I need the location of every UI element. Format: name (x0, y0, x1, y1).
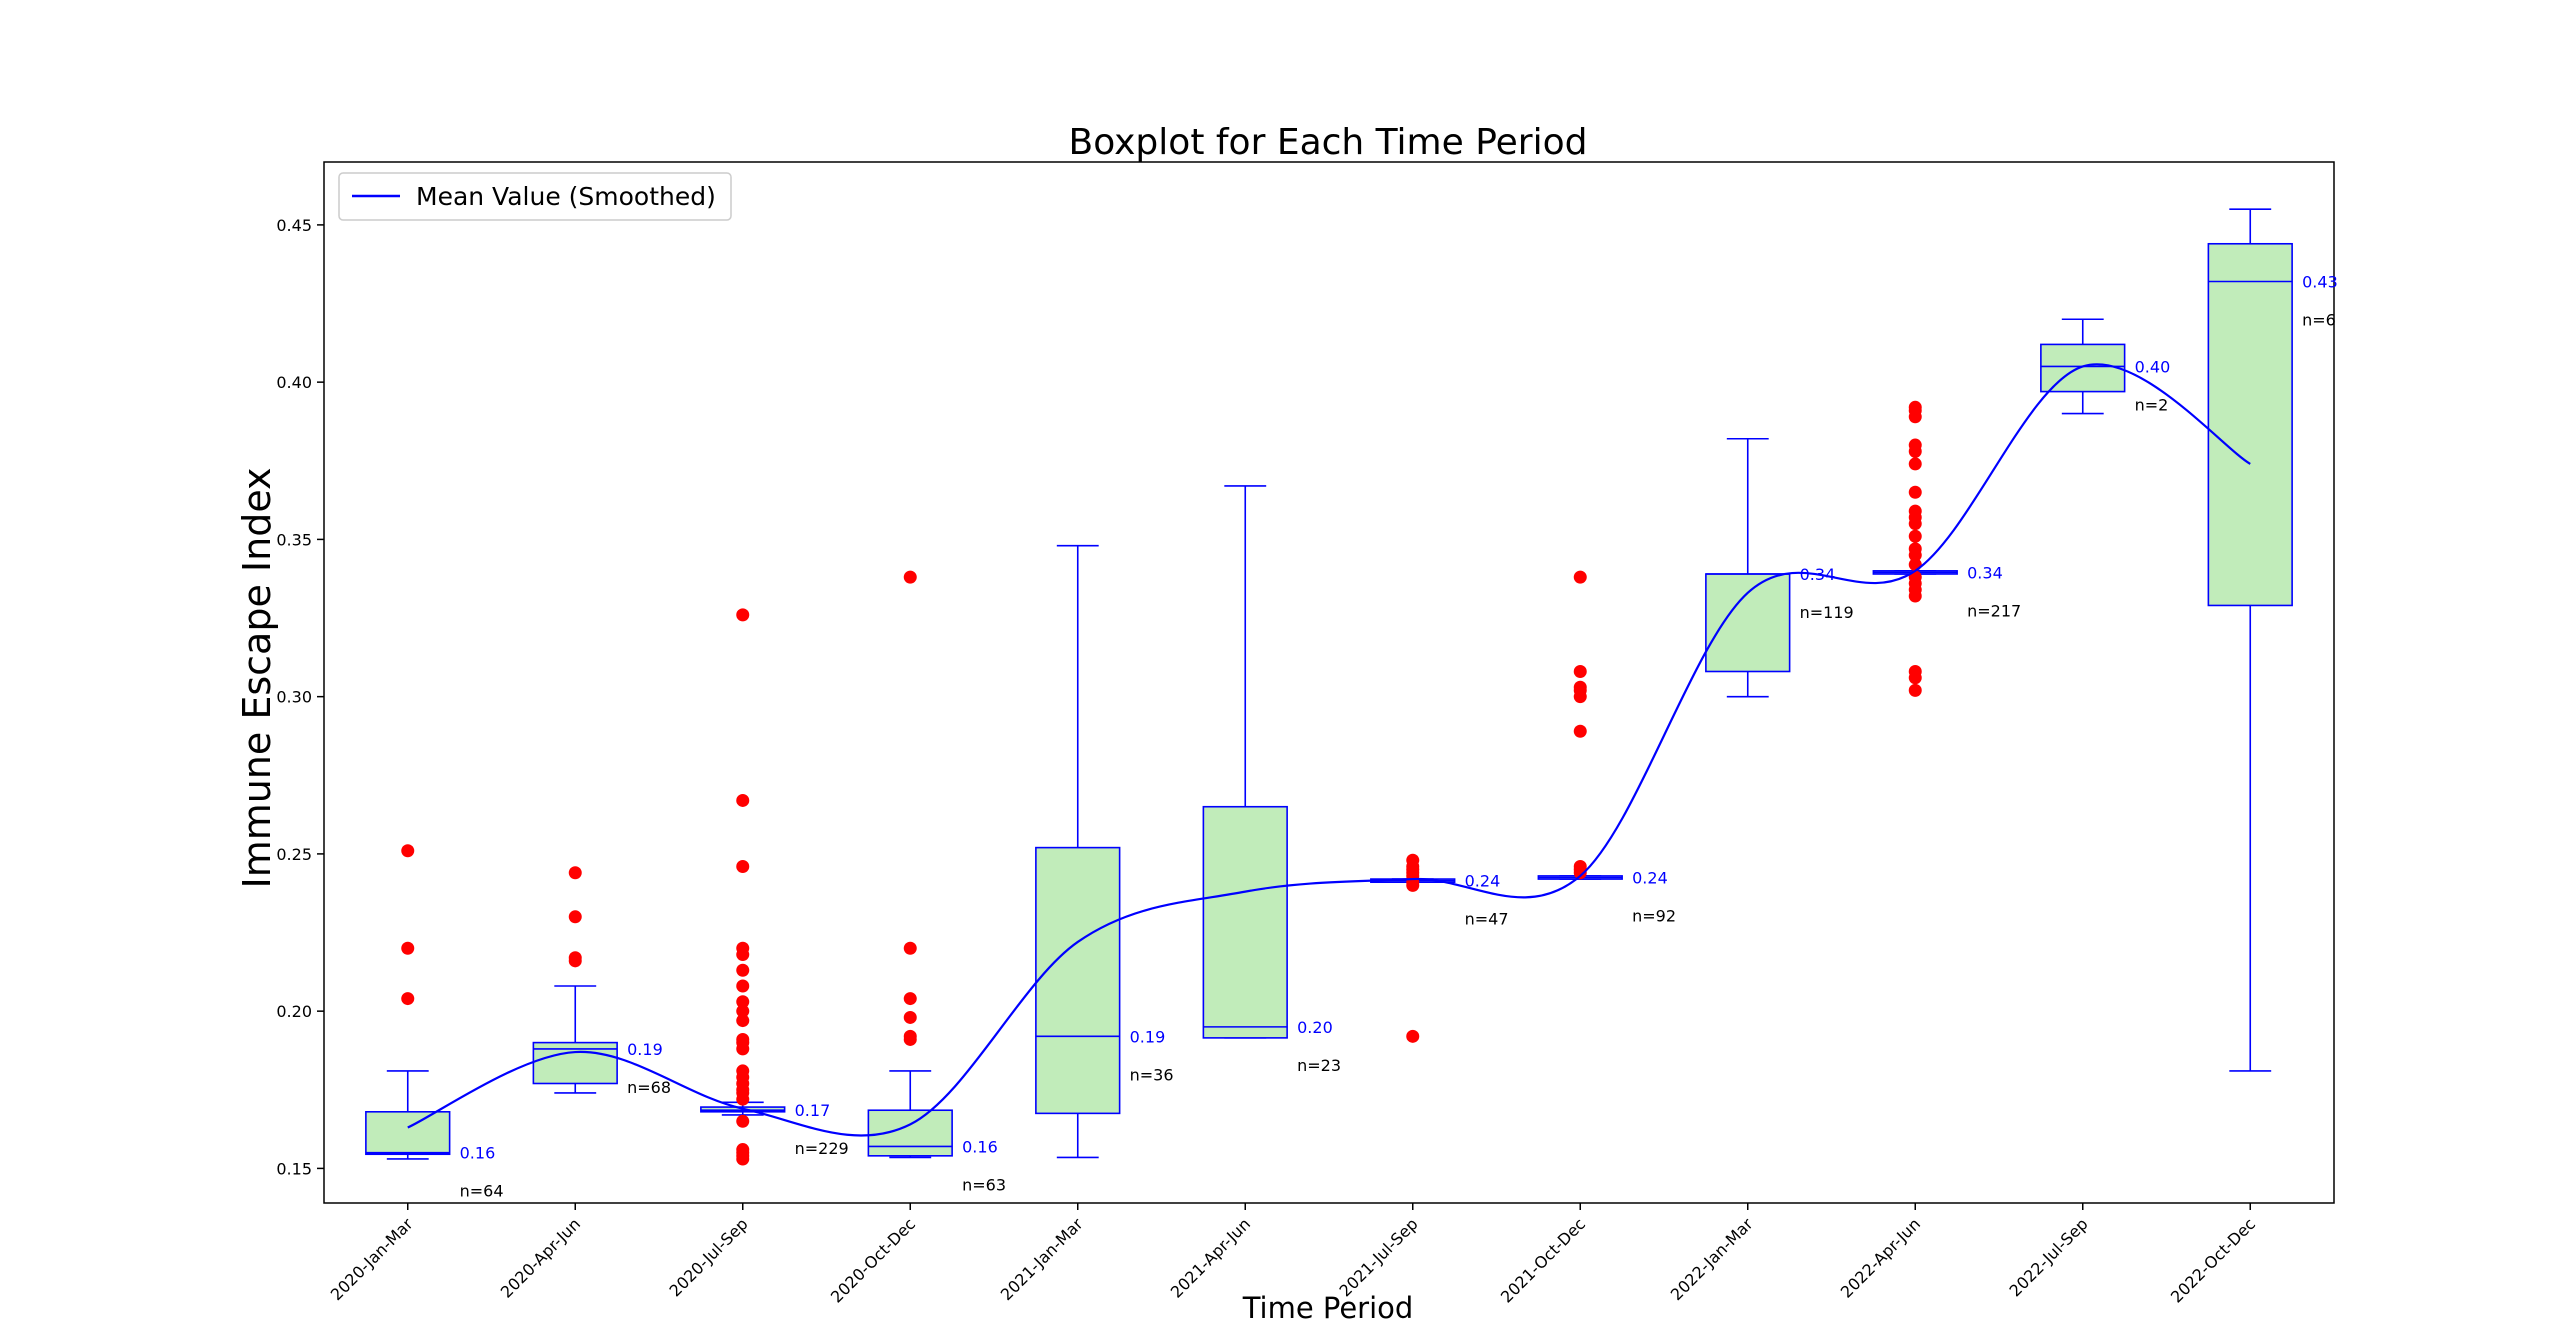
outlier-point (1908, 400, 1922, 414)
x-axis-label: Time Period (1242, 1291, 1414, 1325)
outlier-point (903, 941, 917, 955)
box (365, 1110, 451, 1156)
outlier-point (736, 793, 750, 807)
count-annotation: n=36 (1130, 1065, 1174, 1084)
y-tick-label: 0.45 (276, 216, 312, 235)
outlier-point (401, 844, 415, 858)
mean-annotation: 0.24 (1632, 868, 1668, 887)
outlier-point (1573, 724, 1587, 738)
mean-smoothed-line (407, 363, 2251, 1137)
count-annotation: n=47 (1465, 910, 1509, 929)
x-tick-label: 2021-Apr-Jun (1167, 1214, 1254, 1301)
outlier-point (736, 1004, 750, 1018)
outlier-point (1573, 680, 1587, 694)
outlier-point (903, 570, 917, 584)
count-annotation: n=64 (460, 1182, 504, 1201)
count-annotation: n=217 (1967, 601, 2021, 620)
mean-annotation: 0.19 (1130, 1027, 1166, 1046)
box (1705, 573, 1791, 673)
x-tick-label: 2022-Oct-Dec (2167, 1214, 2259, 1306)
x-tick-label: 2020-Jan-Mar (327, 1214, 417, 1304)
count-annotation: n=229 (795, 1139, 849, 1158)
outlier-point (1908, 542, 1922, 556)
outlier-point (736, 1114, 750, 1128)
count-annotation: n=2 (2135, 395, 2169, 414)
outlier-point (401, 941, 415, 955)
legend-frame (338, 172, 732, 221)
legend-entry-mean: Mean Value (Smoothed) (416, 182, 716, 211)
mean-annotation: 0.16 (962, 1137, 998, 1156)
outlier-point (736, 1014, 750, 1028)
outlier-point (1573, 859, 1587, 873)
y-tick-label: 0.15 (276, 1159, 312, 1178)
box (2040, 343, 2126, 393)
outlier-point (1908, 485, 1922, 499)
outlier-point (736, 963, 750, 977)
count-annotation: n=6 (2302, 311, 2336, 330)
outlier-point (903, 1010, 917, 1024)
x-tick-label: 2020-Oct-Dec (827, 1214, 919, 1306)
outlier-point (1406, 853, 1420, 867)
y-tick-label: 0.25 (276, 845, 312, 864)
box (1202, 805, 1288, 1039)
count-annotation: n=68 (627, 1078, 671, 1097)
outlier-point (736, 1032, 750, 1046)
count-annotation: n=63 (962, 1175, 1006, 1194)
outlier-point (1573, 570, 1587, 584)
count-annotation: n=23 (1297, 1056, 1341, 1075)
y-tick-label: 0.40 (276, 373, 312, 392)
outlier-point (736, 859, 750, 873)
outlier-point (1908, 683, 1922, 697)
outlier-point (568, 951, 582, 965)
mean-annotation: 0.17 (795, 1101, 831, 1120)
mean-annotation: 0.16 (460, 1144, 496, 1163)
x-tick-label: 2022-Jul-Sep (2006, 1214, 2092, 1300)
outlier-point (903, 1029, 917, 1043)
y-tick-label: 0.35 (276, 530, 312, 549)
count-annotation: n=92 (1632, 906, 1676, 925)
outlier-point (568, 866, 582, 880)
mean-annotation: 0.40 (2135, 357, 2171, 376)
mean-annotation: 0.43 (2302, 273, 2338, 292)
outlier-point (1908, 438, 1922, 452)
x-tick-label: 2020-Apr-Jun (497, 1214, 584, 1301)
outlier-point (568, 910, 582, 924)
box (1035, 846, 1121, 1115)
x-tick-label: 2021-Jan-Mar (997, 1214, 1087, 1304)
box (2207, 242, 2293, 607)
legend: Mean Value (Smoothed) (338, 172, 732, 221)
chart-title: Boxplot for Each Time Period (1069, 122, 1588, 163)
mean-annotation: 0.20 (1297, 1018, 1333, 1037)
x-tick-label: 2021-Jul-Sep (1336, 1214, 1422, 1300)
y-tick-label: 0.30 (276, 688, 312, 707)
outlier-point (736, 995, 750, 1009)
outlier-point (1908, 529, 1922, 543)
x-tick-label: 2022-Jan-Mar (1667, 1214, 1757, 1304)
outlier-point (903, 992, 917, 1006)
outlier-point (1406, 1029, 1420, 1043)
y-axis-label: Immune Escape Index (235, 467, 279, 888)
plot-area: 0.15 0.20 0.25 0.30 0.35 0.40 0.45 2020-Jan-Mar… (276, 161, 2338, 1307)
outlier-point (736, 1064, 750, 1078)
outlier-point (1573, 664, 1587, 678)
outlier-point (736, 608, 750, 622)
outlier-point (1908, 457, 1922, 471)
outlier-point (1908, 664, 1922, 678)
mean-annotation: 0.19 (627, 1040, 663, 1059)
mean-annotation: 0.34 (1967, 563, 2003, 582)
count-annotation: n=119 (1800, 603, 1854, 622)
x-tick-label: 2021-Oct-Dec (1497, 1214, 1589, 1306)
outlier-point (736, 979, 750, 993)
outlier-point (1908, 504, 1922, 518)
axes-frame (323, 161, 2335, 1204)
outlier-point (736, 941, 750, 955)
outlier-point (401, 992, 415, 1006)
mean-annotation: 0.24 (1465, 872, 1501, 891)
outlier-point (736, 1143, 750, 1157)
y-tick-label: 0.20 (276, 1002, 312, 1021)
x-tick-label: 2020-Jul-Sep (666, 1214, 752, 1300)
x-tick-label: 2022-Apr-Jun (1837, 1214, 1924, 1301)
